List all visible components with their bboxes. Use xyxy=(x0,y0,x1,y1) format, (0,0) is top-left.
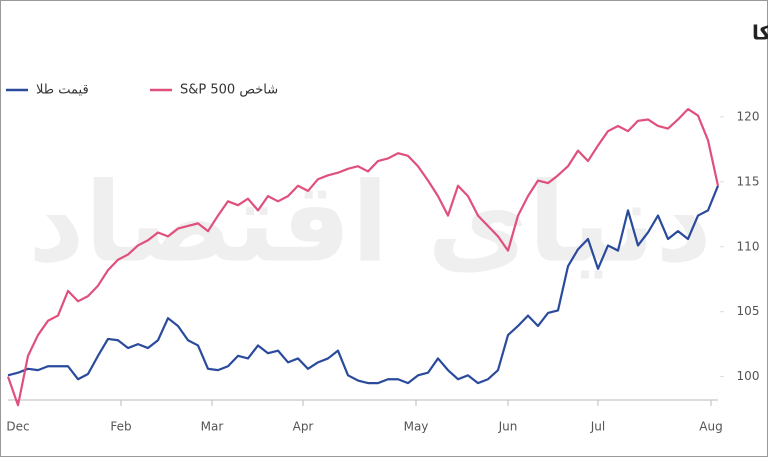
x-tick-label: Feb xyxy=(110,420,131,434)
series-line xyxy=(7,185,720,385)
x-tick-label: Aug xyxy=(699,420,722,434)
series-line xyxy=(6,107,720,407)
legend-label: شاخص S&P 500 xyxy=(180,83,278,98)
legend-label: قیمت طلا xyxy=(36,83,89,98)
chart-title: سبقت طلا از بازار سهام آمریکا xyxy=(752,20,768,45)
x-tick-label: Mar xyxy=(201,420,224,434)
y-tick-label: 110 xyxy=(737,239,760,253)
x-tick-label: Jun xyxy=(498,420,518,434)
x-tick-label: May xyxy=(404,420,429,434)
y-tick-label: 120 xyxy=(737,109,760,123)
y-tick-label: 105 xyxy=(737,304,760,318)
x-tick-label: Dec xyxy=(6,420,29,434)
y-tick-label: 115 xyxy=(737,174,760,188)
x-tick-label: Apr xyxy=(293,420,314,434)
y-tick-label: 100 xyxy=(737,369,760,383)
x-tick-label: Jul xyxy=(590,420,605,434)
watermark: دنیای اقتصاد xyxy=(28,158,712,286)
